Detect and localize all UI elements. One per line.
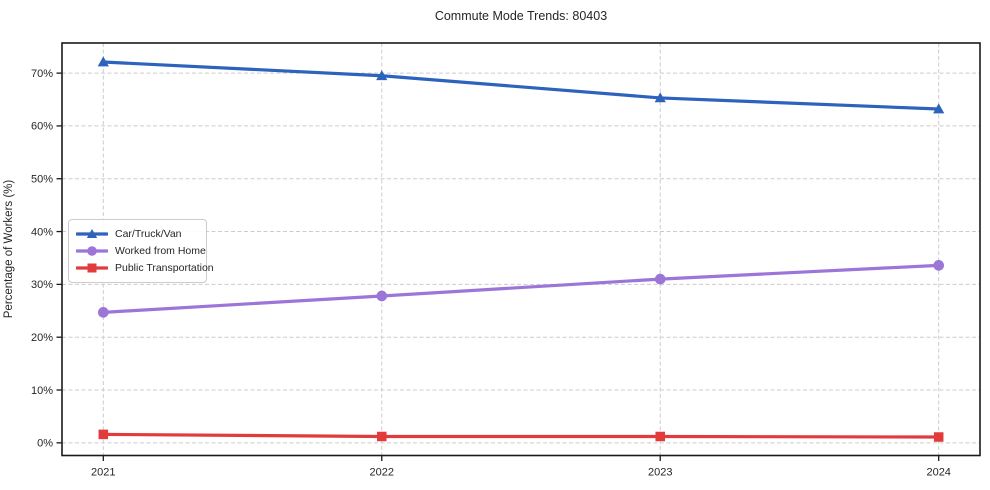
series-marker [933, 103, 945, 114]
x-tick-label: 2023 [648, 467, 672, 479]
x-tick-label: 2024 [926, 467, 950, 479]
legend-item: Car/Truck/Van [76, 226, 198, 242]
y-tick-label: 40% [31, 226, 53, 238]
series-marker [377, 431, 387, 442]
series-line [101, 60, 941, 111]
series-marker [654, 273, 666, 285]
series-marker [376, 70, 388, 81]
legend-marker [76, 246, 108, 256]
x-tick-label: 2022 [370, 467, 394, 479]
legend-label: Car/Truck/Van [115, 228, 182, 240]
y-tick-label: 10% [31, 385, 53, 397]
series-marker [98, 429, 109, 440]
series-marker [654, 92, 666, 103]
y-tick-label: 70% [31, 68, 53, 80]
chart-title: Commute Mode Trends: 80403 [434, 9, 608, 23]
plot-border [61, 42, 981, 457]
y-tick-label: 20% [31, 332, 53, 344]
x-tick-label: 2021 [91, 467, 115, 479]
y-tick-label: 0% [37, 438, 53, 450]
y-tick-label: 60% [31, 121, 53, 133]
series-line [101, 432, 941, 439]
series-line [101, 263, 941, 314]
legend-item: Worked from Home [76, 243, 206, 259]
legend-label: Worked from Home [115, 245, 206, 257]
series-marker [97, 56, 109, 67]
series-marker [376, 290, 388, 302]
y-tick-label: 50% [31, 174, 53, 186]
series-marker [933, 260, 945, 271]
series-marker [655, 431, 665, 442]
legend-label: Public Transportation [115, 262, 214, 274]
legend: Car/Truck/Van Worked from Home Public Tran… [68, 219, 214, 283]
series-marker [97, 307, 109, 318]
legend-marker [76, 229, 108, 238]
series-marker [933, 432, 944, 442]
y-tick-label: 30% [31, 279, 53, 291]
legend-marker [76, 263, 108, 273]
legend-item: Public Transportation [76, 260, 214, 276]
